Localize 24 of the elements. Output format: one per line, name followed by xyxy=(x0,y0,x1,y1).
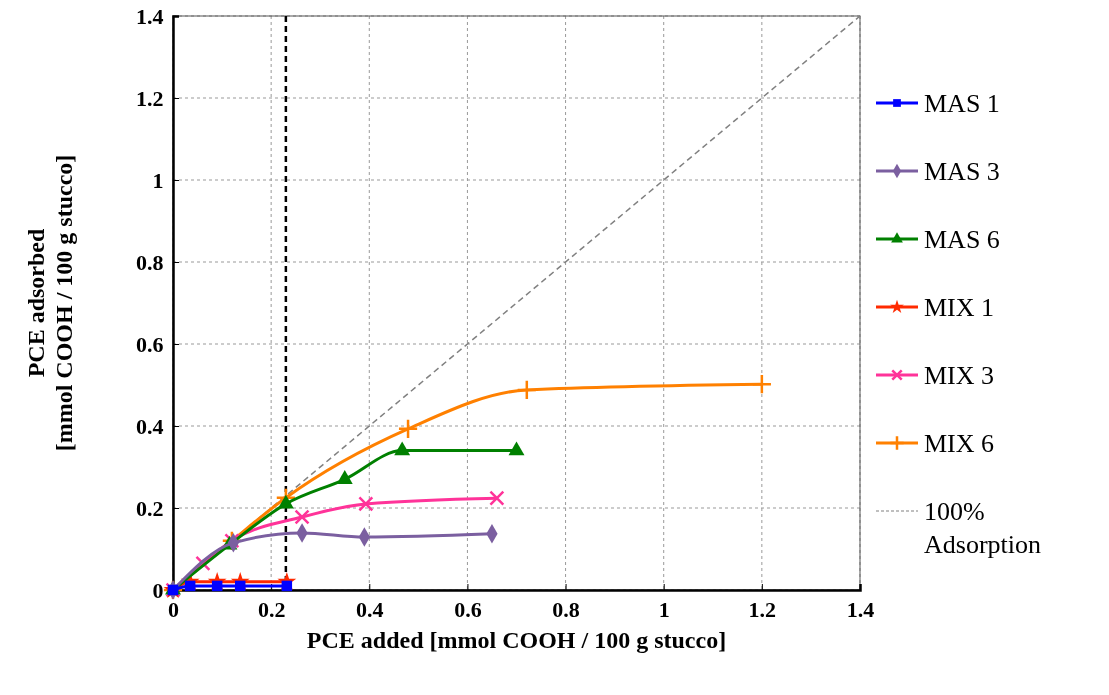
x-tick-label: 0.4 xyxy=(356,597,384,623)
x-tick-label: 1.4 xyxy=(846,597,875,623)
y-tick-label: 0.8 xyxy=(135,249,164,275)
x-tick-label: 1.2 xyxy=(748,597,777,623)
y-tick-label: 1 xyxy=(152,167,164,193)
legend-label: MAS 3 xyxy=(924,157,1000,186)
y-tick-label: 0 xyxy=(152,577,164,603)
legend-label: MIX 6 xyxy=(924,429,995,458)
legend-label: 100% Adsorption xyxy=(924,497,1041,559)
legend-label: MAS 1 xyxy=(924,89,1000,118)
y-tick-label: 0.6 xyxy=(135,331,164,357)
y-tick-label: 1.4 xyxy=(135,3,164,29)
x-axis-title: PCE added [mmol COOH / 100 g stucco] xyxy=(306,627,727,653)
x-tick-label: 1 xyxy=(658,597,670,623)
y-tick-label: 0.4 xyxy=(135,413,164,439)
x-tick-label: 0.2 xyxy=(257,597,286,623)
legend-label: MAS 6 xyxy=(924,225,1000,254)
x-tick-label: 0.8 xyxy=(552,597,580,623)
y-tick-label: 0.2 xyxy=(135,495,164,521)
y-tick-label: 1.2 xyxy=(135,85,164,111)
y-axis-title: PCE adsorbed [mmol COOH / 100 g stucco] xyxy=(22,154,78,452)
legend-label: MIX 3 xyxy=(924,361,995,390)
x-tick-label: 0.6 xyxy=(454,597,482,623)
legend-label: MIX 1 xyxy=(924,293,995,322)
